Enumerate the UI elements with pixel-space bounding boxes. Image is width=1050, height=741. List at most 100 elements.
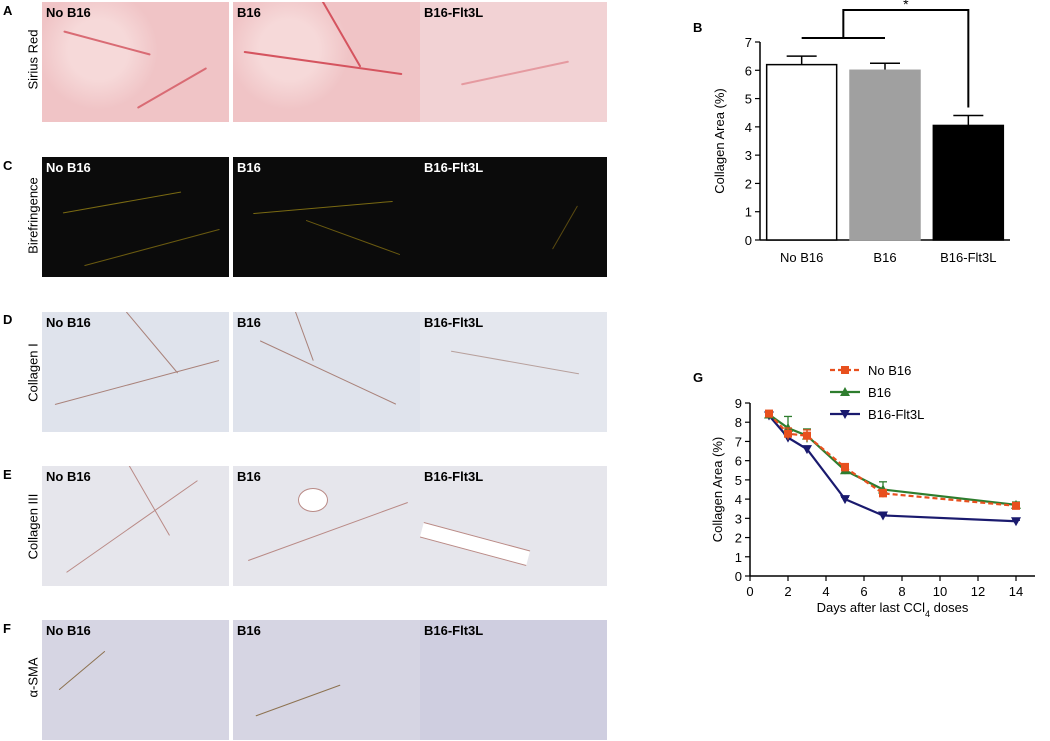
y-tick-label: 9: [735, 396, 742, 411]
micrograph-caption: B16: [237, 315, 261, 330]
panel-letter-d: D: [3, 312, 13, 327]
row-label-collagen-iii: Collagen III: [25, 493, 41, 560]
y-tick-label: 4: [745, 120, 752, 135]
point-no-b16: [841, 463, 849, 472]
y-tick-label: 6: [745, 63, 752, 78]
legend-marker-b16: [840, 387, 850, 396]
point-b16-flt3l: [1011, 517, 1021, 527]
x-tick-label: 0: [746, 584, 753, 599]
micrograph-col3-b16-flt3l: B16-Flt3L: [420, 466, 607, 586]
y-tick-label: 5: [735, 473, 742, 488]
point-b16-flt3l: [878, 511, 888, 521]
point-no-b16: [803, 431, 811, 440]
micrograph-biref-b16: B16: [233, 157, 420, 277]
micrograph-caption: B16-Flt3L: [424, 469, 484, 484]
x-tick-label: 14: [1009, 584, 1023, 599]
row-label-birefringence: Birefringence: [25, 177, 41, 254]
y-tick-label: 0: [745, 233, 752, 248]
y-tick-label: 3: [745, 148, 752, 163]
micrograph-caption: No B16: [46, 5, 91, 20]
micrograph-sirius-b16-flt3l: B16-Flt3L: [420, 2, 607, 122]
micrograph-col1-b16-flt3l: B16-Flt3L: [420, 312, 607, 432]
bar-chart-collagen-area: 0 1 2 3 4 5 6 7 Collagen Area (%) No B16 B16 B16-Fl…: [712, 0, 1010, 265]
micrograph-sirius-no-b16: No B16: [42, 2, 229, 122]
point-no-b16: [1012, 501, 1020, 510]
point-b16-flt3l: [802, 445, 812, 455]
y-tick-label: 1: [735, 550, 742, 565]
micrograph-caption: B16-Flt3L: [424, 5, 484, 20]
row-label-sirius-red: Sirius Red: [25, 29, 41, 90]
y-tick-label: 3: [735, 511, 742, 526]
micrograph-caption: No B16: [46, 623, 91, 638]
micrograph-caption: No B16: [46, 160, 91, 175]
micrograph-caption: No B16: [46, 315, 91, 330]
legend-marker-b16-flt3l: [840, 410, 850, 419]
legend-label-b16: B16: [868, 385, 891, 400]
micrograph-sma-b16: B16: [233, 620, 420, 740]
panel-letter-b: B: [693, 20, 703, 35]
panel-letter-f: F: [3, 621, 11, 636]
micrograph-caption: No B16: [46, 469, 91, 484]
micrograph-sma-no-b16: No B16: [42, 620, 229, 740]
significance-bracket: [842, 9, 970, 108]
micrograph-biref-no-b16: No B16: [42, 157, 229, 277]
micrograph-sirius-b16: B16: [233, 2, 420, 122]
legend-label-no-b16: No B16: [868, 363, 911, 378]
y-tick-label: 7: [745, 35, 752, 50]
point-no-b16: [784, 429, 792, 438]
legend-marker-no-b16: [841, 366, 849, 374]
micrograph-caption: B16-Flt3L: [424, 315, 484, 330]
y-tick-label: 2: [735, 531, 742, 546]
y-axis-label: Collagen Area (%): [712, 88, 727, 194]
panel-letter-e: E: [3, 467, 12, 482]
point-no-b16: [879, 489, 887, 498]
series-line-no-b16: [768, 412, 1017, 507]
y-tick-label: 1: [745, 205, 752, 220]
x-tick-label: 6: [860, 584, 867, 599]
panel-letter-c: C: [3, 158, 13, 173]
micrograph-caption: B16: [237, 623, 261, 638]
micrograph-col3-b16: B16: [233, 466, 420, 586]
x-tick-label: B16: [873, 250, 896, 265]
micrograph-caption: B16: [237, 5, 261, 20]
point-no-b16: [765, 409, 773, 418]
bar-b16-flt3l: [932, 124, 1005, 241]
x-tick-label: 10: [933, 584, 947, 599]
x-tick-label: 8: [898, 584, 905, 599]
y-tick-label: 7: [735, 434, 742, 449]
panel-letter-g: G: [693, 370, 704, 385]
series-line-b16-flt3l: [768, 414, 1017, 523]
x-axis-label: Days after last CCl4 doses: [817, 600, 969, 619]
series-line-b16: [768, 413, 1017, 506]
x-tick-label: 4: [822, 584, 829, 599]
y-tick-label: 2: [745, 176, 752, 191]
micrograph-col1-no-b16: No B16: [42, 312, 229, 432]
x-tick-label: No B16: [780, 250, 823, 265]
row-label-alpha-sma: α-SMA: [25, 657, 41, 698]
panel-letter-a: A: [3, 3, 13, 18]
bar-b16: [849, 69, 921, 241]
y-axis-label: Collagen Area (%): [710, 437, 725, 543]
x-tick-label: 2: [784, 584, 791, 599]
x-tick-label: B16-Flt3L: [940, 250, 996, 265]
row-label-collagen-i: Collagen I: [25, 343, 41, 402]
micrograph-caption: B16-Flt3L: [424, 623, 484, 638]
micrograph-col3-no-b16: No B16: [42, 466, 229, 586]
y-tick-label: 0: [735, 569, 742, 584]
bar-no-b16: [765, 63, 838, 241]
point-b16-flt3l: [840, 495, 850, 505]
micrograph-biref-b16-flt3l: B16-Flt3L: [420, 157, 607, 277]
y-tick-label: 5: [745, 92, 752, 107]
micrograph-sma-b16-flt3l: B16-Flt3L: [420, 620, 607, 740]
micrograph-col1-b16: B16: [233, 312, 420, 432]
y-tick-label: 6: [735, 454, 742, 469]
micrograph-caption: B16-Flt3L: [424, 160, 484, 175]
y-tick-label: 8: [735, 415, 742, 430]
y-tick-label: 4: [735, 492, 742, 507]
micrograph-caption: B16: [237, 160, 261, 175]
micrograph-caption: B16: [237, 469, 261, 484]
legend-label-b16-flt3l: B16-Flt3L: [868, 407, 924, 422]
significance-star: *: [903, 0, 909, 12]
x-tick-label: 12: [971, 584, 985, 599]
